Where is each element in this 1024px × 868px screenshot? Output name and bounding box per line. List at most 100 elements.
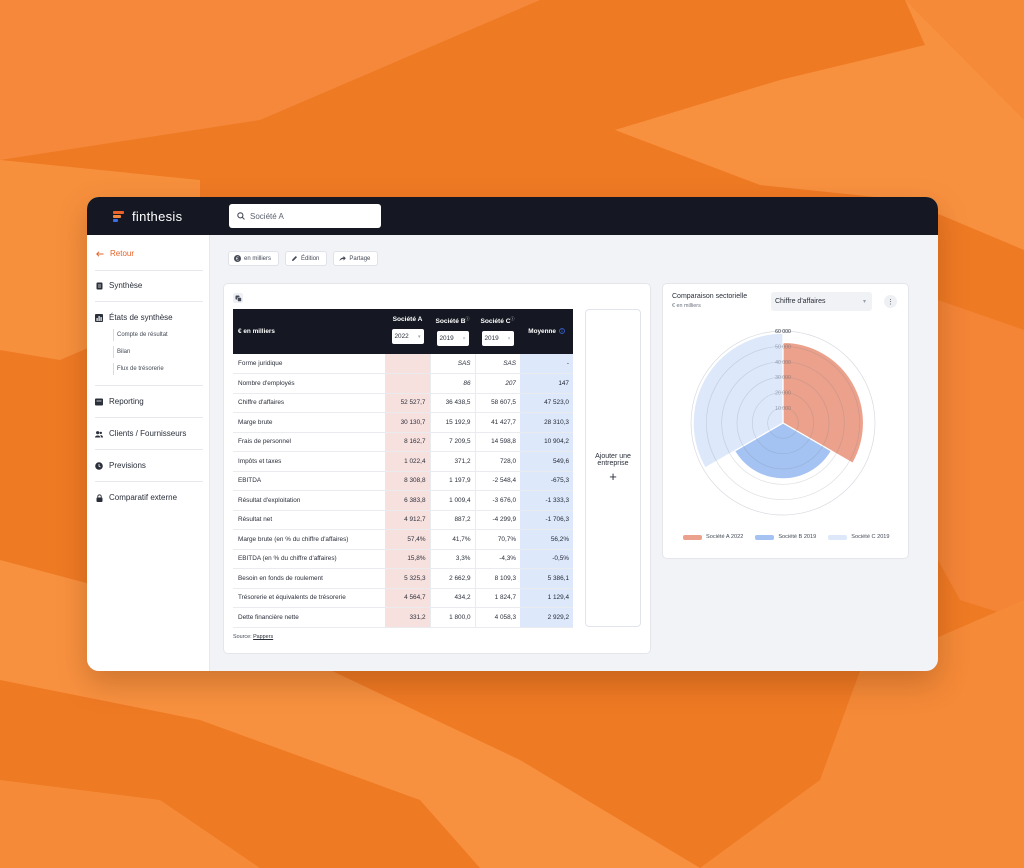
edit-button-label: Édition: [301, 255, 320, 262]
row-label: Dette financière nette: [233, 607, 385, 628]
cell-average: 47 523,0: [520, 393, 573, 413]
cell-societe-a: 57,4%: [385, 529, 430, 550]
year-select[interactable]: 2022 ▾: [391, 329, 424, 344]
cell-societe-c: 728,0: [474, 451, 520, 472]
year-select[interactable]: 2019 ×: [481, 331, 514, 347]
cell-societe-b: 2 662,9: [429, 568, 475, 589]
average-header: Moyenne: [528, 328, 556, 335]
cell-average: -1 706,3: [520, 510, 573, 530]
sidebar-subitem-compte-de-resultat[interactable]: Compte de résultat: [113, 329, 168, 341]
grid-ring: [705, 345, 861, 501]
table-unit-header: € en milliers: [233, 309, 385, 354]
edit-button[interactable]: Édition: [285, 251, 328, 266]
year-value: 2019: [439, 335, 454, 343]
grid-ring: [690, 330, 876, 516]
year-select[interactable]: 2019 ×: [436, 331, 469, 347]
brand-name: finthesis: [132, 208, 183, 224]
cell-societe-a: 8 162,7: [385, 432, 430, 452]
table-row: EBITDA (en % du chiffre d'affaires) 15,8%…: [233, 549, 573, 569]
tick-label: 40 000: [775, 360, 791, 366]
cell-societe-c: -2 548,4: [474, 471, 520, 491]
cell-societe-a: 8 308,8: [385, 471, 430, 491]
copy-button[interactable]: [233, 293, 243, 303]
more-options-icon[interactable]: ⋮: [884, 295, 897, 308]
close-icon[interactable]: ×: [462, 335, 466, 342]
table-row: Dette financière nette 331,2 1 800,0 4 058,…: [233, 607, 573, 628]
cell-societe-c: 14 598,8: [474, 432, 520, 452]
cell-average: -0,5%: [520, 549, 573, 569]
lock-icon: [95, 493, 103, 502]
row-label: Résultat d'exploitation: [233, 490, 385, 511]
table-row: Résultat net 4 912,7 887,2 -4 299,9 -1 706,3: [233, 510, 573, 530]
sidebar-divider: [95, 301, 203, 302]
column-name: Société B: [435, 318, 466, 326]
table-row: Chiffre d'affaires 52 527,7 36 438,5 58 607…: [233, 393, 573, 413]
source-note: Source: Pappers: [233, 634, 273, 640]
sidebar-item-label: Synthèse: [109, 281, 143, 290]
metric-select-value: Chiffre d'affaires: [775, 298, 826, 305]
info-mark-icon: ⓘ: [465, 316, 470, 321]
sidebar-item-label: Reporting: [109, 397, 144, 406]
cell-societe-a: [385, 373, 430, 394]
column-header-societe-b: Société Bⓘ 2019 ×: [430, 309, 475, 354]
slice-1: [782, 341, 865, 465]
metric-select[interactable]: Chiffre d'affaires ▾: [771, 292, 872, 311]
svg-text:€: €: [236, 256, 239, 262]
search-input[interactable]: Société A: [229, 204, 381, 228]
cell-societe-a: 4 564,7: [385, 588, 430, 608]
cell-average: 549,6: [520, 451, 573, 472]
sidebar-item-clients-fournisseurs[interactable]: Clients / Fournisseurs: [95, 429, 204, 438]
cell-societe-c: SAS: [474, 354, 520, 374]
sidebar-item-label: Previsions: [109, 461, 146, 470]
top-bar: finthesis Société A: [87, 197, 938, 235]
sidebar-item-synthese[interactable]: Synthèse: [95, 281, 204, 290]
sidebar-subitem-flux-de-tresorerie[interactable]: Flux de trésorerie: [113, 363, 164, 375]
close-icon[interactable]: ×: [507, 335, 511, 342]
sidebar-item-reporting[interactable]: Reporting: [95, 397, 204, 406]
source-link[interactable]: Pappers: [253, 634, 274, 640]
cell-average: 5 386,1: [520, 568, 573, 589]
sidebar-item-label: Clients / Fournisseurs: [109, 429, 187, 438]
cell-societe-a: [385, 354, 430, 374]
info-icon[interactable]: [558, 328, 565, 335]
row-label: Nombre d'employés: [233, 373, 385, 394]
column-name: Société A: [392, 316, 423, 323]
table-row: Impôts et taxes 1 022,4 371,2 728,0 549,6: [233, 451, 573, 472]
back-link[interactable]: Retour: [96, 249, 134, 258]
sidebar-item-comparatif-externe[interactable]: Comparatif externe: [95, 493, 204, 502]
table-row: Nombre d'employés 86 207 147: [233, 373, 573, 394]
tick-label: 30 000: [775, 375, 791, 381]
euro-icon: €: [234, 255, 241, 262]
unit-toggle-label: en milliers: [244, 255, 272, 262]
cell-societe-a: 52 527,7: [385, 393, 430, 413]
chart-legend: Société A 2022 Société B 2019 Société C 20…: [683, 534, 890, 540]
sidebar-item-previsions[interactable]: Previsions: [95, 461, 204, 470]
sidebar-item-etats-de-synthese[interactable]: États de synthèse: [95, 313, 204, 322]
legend-item[interactable]: Société A 2022: [683, 534, 743, 540]
sidebar-divider: [95, 385, 203, 386]
cell-average: -: [520, 354, 573, 374]
info-mark-icon: ⓘ: [510, 316, 515, 321]
unit-toggle[interactable]: € en milliers: [228, 251, 280, 266]
share-icon: [339, 255, 347, 262]
app-window: finthesis Société A Retour Synthèse État…: [87, 197, 938, 671]
legend-item[interactable]: Société C 2019: [828, 534, 890, 540]
grid-ring: [721, 361, 845, 485]
cell-societe-a: 4 912,7: [385, 510, 430, 530]
tick-label: 60 000: [775, 329, 791, 335]
logo[interactable]: finthesis: [113, 209, 229, 224]
cell-societe-b: 3,3%: [429, 549, 475, 569]
search-icon: [237, 212, 245, 220]
legend-swatch: [828, 534, 848, 540]
table-row: Trésorerie et équivalents de trésorerie 4…: [233, 588, 573, 608]
chart-title: Comparaison sectorielle: [672, 293, 748, 300]
share-button[interactable]: Partage: [333, 251, 379, 266]
sidebar-subitem-bilan[interactable]: Bilan: [113, 346, 130, 358]
tick-label: 50 000: [775, 345, 791, 351]
chevron-down-icon: ▾: [417, 333, 421, 340]
users-icon: [95, 430, 103, 438]
add-company-button[interactable]: Ajouter une entreprise +: [585, 309, 641, 627]
table-row: Résultat d'exploitation 6 383,8 1 009,4 -3 …: [233, 490, 573, 511]
legend-item[interactable]: Société B 2019: [755, 534, 816, 540]
cell-societe-b: 887,2: [429, 510, 475, 530]
